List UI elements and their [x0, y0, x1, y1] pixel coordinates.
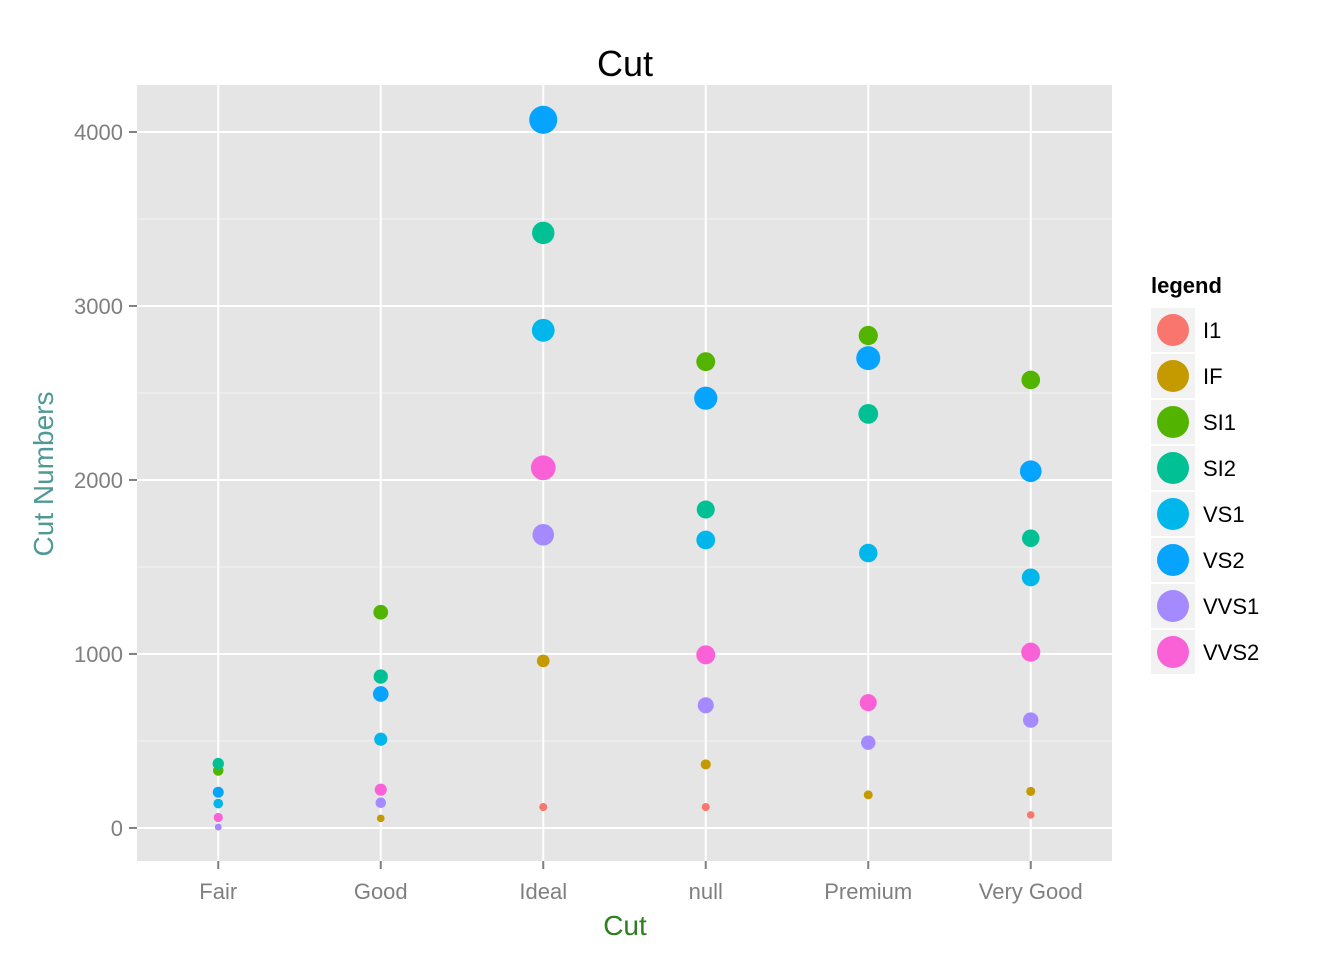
data-point-i1-ideal [539, 803, 548, 812]
data-point-i1-very-good [1026, 811, 1035, 819]
legend-label-vvs2: VVS2 [1203, 640, 1259, 665]
data-point-vs1-premium [859, 543, 878, 563]
data-point-vvs2-ideal [530, 455, 556, 481]
data-point-si2-very-good [1022, 529, 1040, 547]
data-point-vvs1-very-good [1023, 712, 1039, 728]
legend-key-vvs2 [1157, 636, 1189, 668]
y-tick-label: 4000 [74, 120, 123, 145]
data-point-vs1-very-good [1021, 568, 1040, 587]
chart-title: Cut [597, 43, 653, 84]
data-point-vvs1-fair [214, 823, 222, 831]
data-point-si2-good [373, 669, 388, 684]
data-point-si2-ideal [532, 221, 555, 245]
legend-key-vvs1 [1157, 590, 1189, 622]
legend-label-vvs1: VVS1 [1203, 594, 1259, 619]
data-point-vs1-null [696, 530, 716, 550]
x-tick-label: Very Good [979, 879, 1083, 904]
legend-key-if [1157, 360, 1189, 392]
data-point-vvs2-good [374, 783, 387, 796]
y-axis: 0 1000 2000 3000 4000 [74, 120, 137, 841]
legend-label-i1: I1 [1203, 318, 1221, 343]
panel-background [137, 85, 1112, 861]
plot-panel [137, 85, 1112, 861]
data-point-vs1-fair [213, 798, 224, 809]
data-point-if-null [700, 759, 711, 770]
data-point-si1-premium [858, 325, 878, 346]
y-tick-label: 1000 [74, 642, 123, 667]
data-point-vvs1-null [697, 697, 714, 714]
data-point-vvs2-very-good [1021, 642, 1041, 662]
data-point-vs2-ideal [529, 105, 558, 134]
legend-title: legend [1151, 273, 1222, 298]
x-tick-label: Ideal [519, 879, 567, 904]
x-tick-label: null [689, 879, 723, 904]
data-point-vvs1-ideal [532, 523, 555, 546]
data-point-if-premium [863, 790, 873, 800]
legend-label-si1: SI1 [1203, 410, 1236, 435]
data-point-si2-null [696, 500, 715, 519]
legend-key-si1 [1157, 406, 1189, 438]
legend-label-vs1: VS1 [1203, 502, 1245, 527]
data-point-vs2-null [694, 386, 718, 410]
data-point-si1-very-good [1021, 370, 1041, 390]
data-points [212, 105, 1042, 831]
data-point-si1-good [373, 604, 389, 620]
x-tick-label: Good [354, 879, 408, 904]
data-point-vs2-good [372, 686, 389, 702]
data-point-vs1-ideal [531, 318, 555, 342]
x-tick-label: Fair [199, 879, 237, 904]
data-point-vvs1-premium [861, 735, 876, 750]
x-axis: Fair Good Ideal null Premium Very Good [199, 861, 1083, 904]
data-point-si2-fair [212, 757, 224, 770]
data-point-if-good [376, 814, 385, 823]
data-point-if-ideal [536, 654, 550, 668]
legend-label-if: IF [1203, 364, 1223, 389]
data-point-si2-premium [858, 403, 879, 424]
legend: legend I1 IF SI1 SI2 VS1 VS2 VVS1 VVS2 [1151, 273, 1259, 674]
legend-key-vs1 [1157, 498, 1189, 530]
legend-label-vs2: VS2 [1203, 548, 1245, 573]
legend-label-si2: SI2 [1203, 456, 1236, 481]
x-axis-title: Cut [603, 910, 647, 941]
legend-key-vs2 [1157, 544, 1189, 576]
data-point-vs2-very-good [1019, 460, 1042, 483]
data-point-vvs1-good [375, 797, 387, 808]
y-tick-label: 2000 [74, 468, 123, 493]
data-point-vvs2-premium [859, 694, 877, 712]
y-axis-title: Cut Numbers [28, 392, 59, 557]
y-tick-label: 3000 [74, 294, 123, 319]
data-point-if-very-good [1026, 786, 1036, 796]
legend-key-i1 [1157, 314, 1189, 346]
x-tick-label: Premium [824, 879, 912, 904]
data-point-vs2-premium [856, 346, 881, 371]
data-point-vs1-good [374, 732, 388, 746]
data-point-vvs2-null [696, 645, 716, 665]
data-point-si1-null [696, 352, 716, 372]
data-point-vvs2-fair [213, 812, 223, 823]
y-tick-label: 0 [111, 816, 123, 841]
legend-key-si2 [1157, 452, 1189, 484]
data-point-vs2-fair [212, 786, 224, 798]
data-point-i1-null [701, 803, 710, 812]
